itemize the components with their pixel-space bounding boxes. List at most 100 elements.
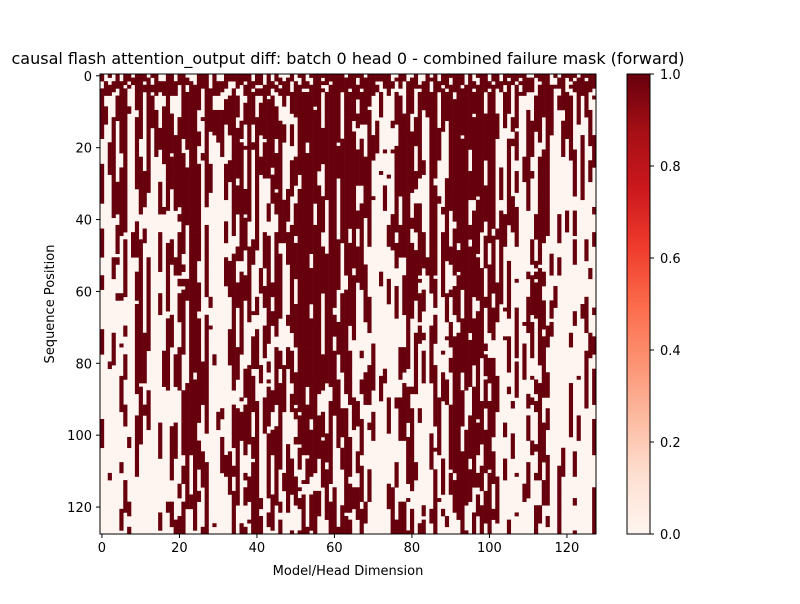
- heatmap-cell: [146, 77, 151, 82]
- heatmap-cell: [266, 365, 271, 373]
- heatmap-cell: [181, 268, 186, 272]
- heatmap-cell: [278, 206, 283, 244]
- heatmap-cell: [189, 321, 194, 341]
- heatmap-cell: [317, 415, 322, 449]
- heatmap-cell: [134, 88, 140, 96]
- heatmap-cell: [154, 120, 159, 157]
- heatmap-cell: [266, 135, 271, 150]
- heatmap-cell: [448, 135, 453, 143]
- heatmap-cell: [340, 408, 345, 434]
- heatmap-cell: [204, 275, 209, 298]
- heatmap-cell: [526, 109, 531, 129]
- heatmap-cell: [196, 77, 202, 82]
- heatmap-cell: [274, 232, 279, 240]
- heatmap-cell: [514, 361, 519, 398]
- heatmap-cell: [100, 228, 105, 240]
- heatmap-cell: [200, 77, 205, 82]
- heatmap-cell: [293, 250, 298, 280]
- heatmap-cell: [119, 88, 124, 96]
- heatmap-cell: [534, 472, 539, 481]
- x-axis-label: Model/Head Dimension: [273, 564, 424, 579]
- heatmap-cell: [336, 84, 341, 93]
- heatmap-cell: [557, 465, 562, 492]
- heatmap-cell: [348, 462, 353, 477]
- heatmap-cell: [460, 469, 465, 506]
- heatmap-cell: [317, 88, 322, 96]
- heatmap-cell: [506, 289, 512, 301]
- heatmap-cell: [158, 512, 163, 531]
- heatmap-cell: [456, 210, 461, 244]
- heatmap-cell: [344, 383, 349, 395]
- heatmap-cell: [204, 224, 209, 229]
- heatmap-cell: [487, 174, 492, 179]
- heatmap-cell: [320, 368, 326, 391]
- heatmap-cell: [301, 81, 306, 86]
- heatmap-cell: [239, 74, 244, 78]
- heatmap-cell: [437, 196, 442, 204]
- heatmap-cell: [289, 350, 295, 384]
- heatmap-cell: [487, 501, 492, 535]
- heatmap-cell: [305, 404, 310, 427]
- heatmap-cell: [204, 253, 209, 262]
- heatmap-cell: [247, 264, 252, 272]
- heatmap-cell: [568, 343, 574, 348]
- heatmap-cell: [123, 286, 128, 298]
- heatmap-cell: [123, 160, 128, 165]
- heatmap-cell: [514, 472, 519, 477]
- heatmap-cell: [251, 375, 256, 384]
- heatmap-cell: [441, 77, 446, 86]
- heatmap-cell: [158, 181, 163, 215]
- heatmap-cell: [185, 383, 190, 398]
- heatmap-cell: [402, 113, 407, 122]
- heatmap-cell: [193, 476, 198, 484]
- heatmap-cell: [514, 336, 519, 359]
- heatmap-cell: [506, 81, 512, 86]
- x-tick-label: 100: [477, 541, 502, 556]
- heatmap-cell: [479, 465, 484, 492]
- heatmap-cell: [351, 250, 357, 269]
- heatmap-cell: [510, 138, 515, 147]
- heatmap-cell: [239, 120, 244, 139]
- heatmap-cell: [100, 419, 105, 449]
- heatmap-cell: [297, 293, 302, 323]
- heatmap-cell: [534, 379, 539, 395]
- heatmap-cell: [317, 160, 322, 172]
- colorbar-tick-label: 0.8: [660, 160, 681, 175]
- heatmap-cell: [367, 77, 372, 86]
- heatmap-cell: [549, 300, 554, 319]
- heatmap-cell: [487, 91, 492, 107]
- heatmap-cell: [499, 84, 504, 93]
- heatmap-cell: [309, 88, 314, 96]
- heatmap-cell: [487, 106, 492, 122]
- heatmap-cell: [355, 401, 360, 427]
- heatmap-cell: [537, 210, 543, 233]
- heatmap-cell: [107, 361, 112, 369]
- heatmap-cell: [328, 401, 333, 431]
- heatmap-cell: [297, 487, 302, 492]
- heatmap-cell: [247, 293, 252, 323]
- heatmap-cell: [348, 361, 353, 366]
- x-tick-label: 120: [555, 541, 580, 556]
- heatmap-cell: [193, 84, 198, 89]
- heatmap-cell: [491, 404, 496, 438]
- heatmap-cell: [328, 174, 333, 190]
- heatmap-cell: [235, 286, 240, 305]
- heatmap-cell: [317, 264, 322, 276]
- heatmap-cell: [227, 472, 233, 495]
- heatmap-cell: [262, 397, 267, 434]
- x-tick-label: 60: [326, 541, 343, 556]
- heatmap-cell: [472, 512, 477, 535]
- heatmap-cell: [452, 286, 457, 316]
- heatmap-cell: [127, 74, 132, 82]
- heatmap-cell: [193, 99, 198, 125]
- heatmap-cell: [123, 325, 128, 337]
- heatmap-cell: [138, 271, 143, 301]
- heatmap-cell: [336, 343, 341, 355]
- heatmap-cell: [464, 95, 469, 129]
- heatmap-cell: [193, 483, 198, 495]
- heatmap-cell: [146, 81, 151, 89]
- heatmap-cell: [456, 289, 461, 323]
- heatmap-cell: [483, 74, 488, 82]
- heatmap-cell: [398, 501, 403, 517]
- heatmap-cell: [258, 77, 264, 82]
